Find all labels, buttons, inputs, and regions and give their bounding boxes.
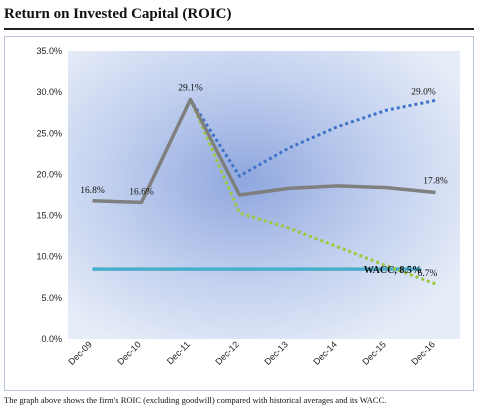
data-label: WACC, 8.5% xyxy=(364,265,422,276)
x-tick-label: Dec-11 xyxy=(165,339,192,366)
series-group xyxy=(92,97,437,286)
y-tick-label: 0.0% xyxy=(41,334,62,344)
y-axis: 0.0% 5.0% 10.0% 15.0% 20.0% 25.0% 30.0% 35.0% xyxy=(36,46,62,344)
data-label: 16.8% xyxy=(80,186,105,196)
chart-frame: 0.0% 5.0% 10.0% 15.0% 20.0% 25.0% 30.0% 35.0% D… xyxy=(4,36,474,391)
y-tick-label: 15.0% xyxy=(36,211,62,221)
data-label: 17.8% xyxy=(423,177,448,187)
data-label: 6.7% xyxy=(418,269,438,279)
chart-caption: The graph above shows the firm's ROIC (e… xyxy=(4,395,387,405)
x-tick-label: Dec-15 xyxy=(360,339,388,367)
roic-line-chart: 0.0% 5.0% 10.0% 15.0% 20.0% 25.0% 30.0% 35.0% D… xyxy=(36,46,460,367)
y-tick-label: 25.0% xyxy=(36,128,62,138)
x-tick-label: Dec-09 xyxy=(66,339,94,367)
y-tick-label: 35.0% xyxy=(36,46,62,56)
data-label: 29.1% xyxy=(178,84,203,94)
plot-area xyxy=(68,51,460,339)
y-tick-label: 5.0% xyxy=(41,293,62,303)
y-tick-label: 10.0% xyxy=(36,252,62,262)
series-line-roic xyxy=(92,97,436,205)
x-tick-label: Dec-13 xyxy=(262,339,290,367)
x-axis: Dec-09 Dec-10 Dec-11 Dec-12 Dec-13 Dec-14 Dec-… xyxy=(66,339,437,367)
data-label: 16.6% xyxy=(129,187,154,197)
title-divider xyxy=(4,28,474,30)
page-title: Return on Invested Capital (ROIC) xyxy=(4,6,232,22)
data-labels: 16.8% 16.6% 29.1% 29.0% 17.8% 6.7%WACC, 8.5% xyxy=(80,84,448,279)
x-tick-label: Dec-10 xyxy=(115,339,143,367)
x-tick-label: Dec-16 xyxy=(409,339,437,367)
x-tick-label: Dec-14 xyxy=(311,339,339,367)
y-tick-label: 20.0% xyxy=(36,169,62,179)
y-tick-label: 30.0% xyxy=(36,87,62,97)
data-label: 29.0% xyxy=(411,87,436,97)
x-tick-label: Dec-12 xyxy=(213,339,241,367)
